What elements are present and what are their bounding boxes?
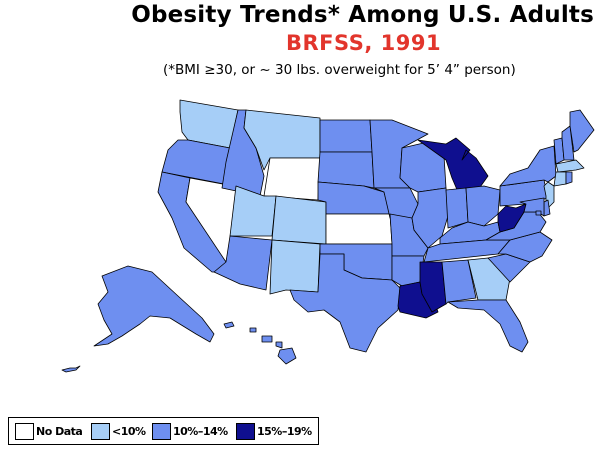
state-HI-2 (249, 327, 257, 333)
state-KS (325, 213, 393, 245)
state-CO (271, 195, 327, 245)
state-NY (499, 145, 557, 187)
state-OH (465, 185, 501, 227)
legend-swatch-15-19 (236, 423, 255, 440)
state-AR (391, 255, 425, 287)
state-CT (553, 171, 567, 187)
legend-label-no-data: No Data (36, 425, 83, 438)
map-subtitle: BRFSS, 1991 (286, 31, 442, 55)
state-IN (445, 187, 469, 229)
state-ND (319, 119, 373, 153)
state-TX (289, 253, 401, 353)
state-NM (269, 239, 321, 295)
state-AK-islands (61, 365, 81, 373)
legend-label-lt10: <10% (112, 425, 146, 438)
legend-swatch-10-14 (152, 423, 171, 440)
state-MI (417, 137, 489, 193)
bmi-footnote: (*BMI ≥30, or ~ 30 lbs. overweight for 5… (163, 62, 516, 78)
state-WY (263, 157, 321, 201)
state-ME (569, 109, 595, 153)
map-title: Obesity Trends* Among U.S. Adults (131, 2, 594, 28)
state-AK (93, 265, 215, 347)
state-HI-1 (223, 321, 235, 329)
state-HI-5 (277, 347, 297, 365)
state-MA (555, 159, 585, 173)
state-SD (317, 151, 375, 189)
state-FL (447, 299, 529, 353)
legend-swatch-no-data (15, 423, 34, 440)
state-HI-3 (261, 335, 273, 343)
legend-swatch-lt10 (91, 423, 110, 440)
state-DC (535, 210, 542, 216)
state-AL (441, 259, 477, 305)
state-HI-4 (275, 341, 283, 349)
map-legend: No Data <10% 10%–14% 15%–19% (8, 417, 319, 445)
legend-label-10-14: 10%–14% (173, 425, 228, 438)
state-RI (565, 171, 573, 185)
legend-label-15-19: 15%–19% (257, 425, 312, 438)
